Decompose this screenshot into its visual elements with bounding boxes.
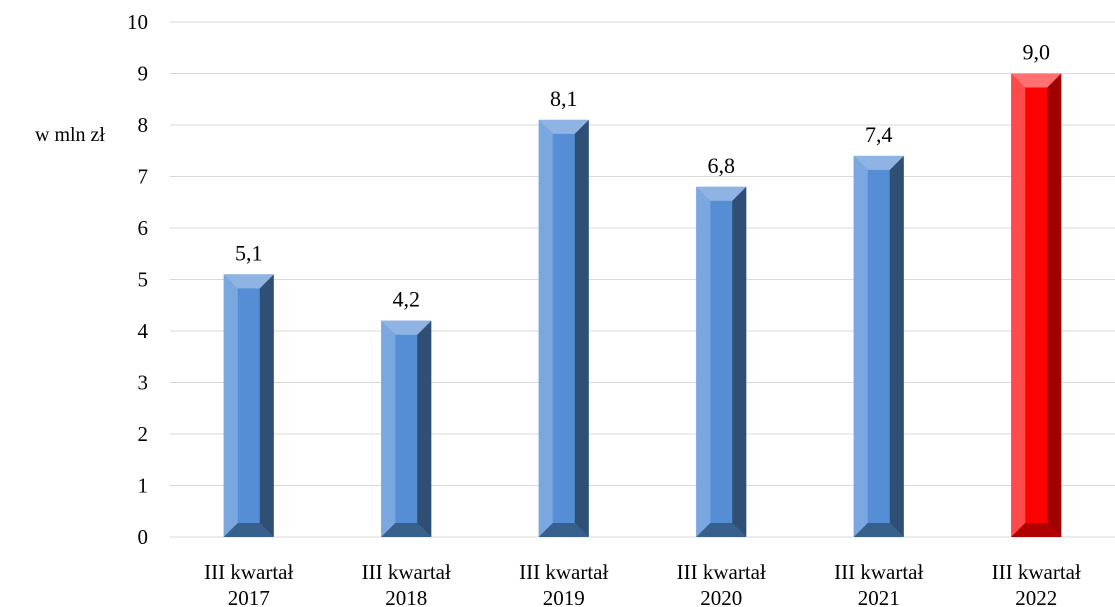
bar-bevel-left [1011, 73, 1026, 537]
bar-value-label: 6,8 [708, 153, 736, 178]
bar-bevel-right [1047, 73, 1062, 537]
y-tick-label: 1 [138, 474, 149, 498]
bar-bevel-right [574, 119, 589, 537]
bar-value-label: 9,0 [1023, 40, 1051, 65]
bar-bevel-top [696, 186, 747, 201]
gridlines [170, 21, 1115, 538]
bar-bevel-left [223, 274, 238, 537]
x-tick-line: 2019 [543, 586, 585, 607]
bar-bevel-top [1011, 73, 1062, 88]
bar-value-label: 8,1 [550, 86, 578, 111]
bar [381, 320, 432, 537]
bar-bevel-bottom [538, 523, 589, 537]
bar [1011, 73, 1062, 537]
bar [223, 274, 274, 537]
x-tick-label: III kwartał 2022 [992, 560, 1081, 607]
bar-bevel-right [732, 186, 747, 538]
x-tick-line: III kwartał [677, 560, 766, 584]
x-tick-label: III kwartał 2020 [677, 560, 766, 607]
x-tick-line: III kwartał [834, 560, 923, 584]
bar [696, 186, 747, 538]
y-tick-label: 10 [127, 10, 148, 34]
bar-bevel-top [853, 155, 904, 170]
bar-value-label: 4,2 [393, 287, 421, 312]
y-tick-label: 0 [138, 525, 149, 549]
x-tick-line: 2018 [385, 586, 427, 607]
bar-bevel-bottom [223, 523, 274, 537]
x-tick-label: III kwartał 2018 [362, 560, 451, 607]
bar-bevel-right [417, 320, 432, 537]
x-tick-line: III kwartał [204, 560, 293, 584]
bars [223, 73, 1062, 538]
bar-bevel-bottom [853, 523, 904, 537]
bar-bevel-top [538, 119, 589, 134]
x-tick-line: 2022 [1015, 586, 1057, 607]
bar-bevel-bottom [381, 523, 432, 537]
x-tick-line: III kwartał [519, 560, 608, 584]
x-tick-line: 2021 [858, 586, 900, 607]
bar-bevel-bottom [1011, 523, 1062, 537]
data-labels: 5,1 4,2 8,1 6,8 7,4 9,0 [235, 40, 1050, 312]
y-tick-label: 3 [138, 371, 149, 395]
bar-value-label: 7,4 [865, 122, 893, 147]
bar-bevel-top [223, 274, 274, 289]
bar-bevel-left [381, 320, 396, 537]
y-tick-label: 8 [138, 113, 149, 137]
bar [853, 155, 904, 537]
y-axis-label: w mln zł [35, 124, 105, 146]
y-tick-label: 2 [138, 422, 149, 446]
y-tick-label: 4 [138, 319, 149, 343]
x-tick-label: III kwartał 2019 [519, 560, 608, 607]
bar-bevel-right [259, 274, 274, 537]
x-tick-label: III kwartał 2017 [204, 560, 293, 607]
bar-value-label: 5,1 [235, 240, 263, 265]
x-tick-line: III kwartał [362, 560, 451, 584]
bar-bevel-left [538, 119, 553, 537]
x-tick-line: III kwartał [992, 560, 1081, 584]
y-tick-label: 5 [138, 268, 149, 292]
y-axis-ticks: 0 1 2 3 4 5 6 7 8 9 10 [127, 10, 149, 549]
x-tick-line: 2017 [228, 586, 270, 607]
y-tick-label: 9 [138, 62, 149, 86]
y-tick-label: 7 [138, 165, 149, 189]
x-tick-label: III kwartał 2021 [834, 560, 923, 607]
bar-bevel-left [853, 155, 868, 537]
bar-bevel-top [381, 320, 432, 335]
bar [538, 119, 589, 537]
bar-bevel-left [696, 186, 711, 538]
bar-bevel-right [889, 155, 904, 537]
bar-bevel-bottom [696, 523, 747, 537]
y-tick-label: 6 [138, 216, 149, 240]
x-tick-line: 2020 [700, 586, 742, 607]
